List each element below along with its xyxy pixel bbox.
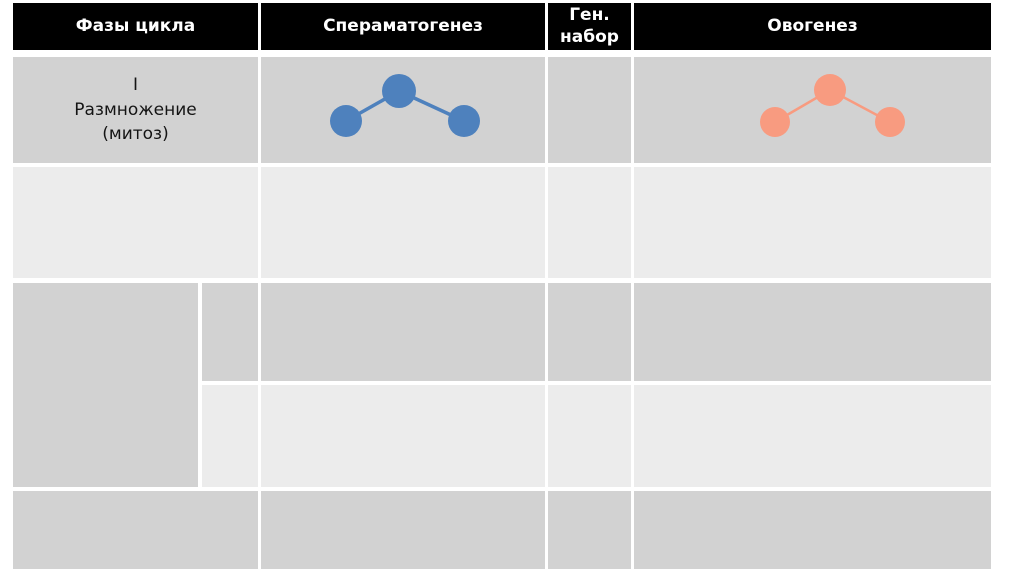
row4-oogenesis-cell: [634, 491, 991, 569]
row2-oogenesis-cell: [634, 167, 991, 278]
row1-spermatogenesis-cell: [261, 57, 545, 163]
row3-bottom-spermatogenesis-cell: [261, 385, 545, 487]
row3-top-gene-set-cell: [548, 283, 631, 381]
row4-spermatogenesis-cell: [261, 491, 545, 569]
oogonia-mitosis-diagram: [760, 74, 905, 137]
row2-phase-cell: [13, 167, 258, 278]
row3-phase-cell: [13, 283, 198, 487]
header-cell-oogenesis: Овогенез: [634, 3, 991, 50]
daughter-cell-circle: [330, 105, 362, 137]
header-cell-gene-set: Ген. набор: [548, 3, 631, 50]
daughter-cell-circle: [448, 105, 480, 137]
row3-bottom-gene-set-cell: [548, 385, 631, 487]
row3-top-oogenesis-cell: [634, 283, 991, 381]
row1-gene-set-cell: [548, 57, 631, 163]
row4-phase-cell: [13, 491, 258, 569]
row1-phase-cell: I Размножение (митоз): [13, 57, 258, 163]
row3-phase-sub-top-cell: [202, 283, 258, 381]
row3-phase-sub-bottom-cell: [202, 385, 258, 487]
spermatogonia-mitosis-diagram: [330, 74, 480, 137]
row3-top-spermatogenesis-cell: [261, 283, 545, 381]
row1-phase-label: I Размножение (митоз): [74, 75, 197, 145]
row1-oogenesis-cell: [634, 57, 991, 163]
daughter-cell-circle: [875, 107, 905, 137]
row4-gene-set-cell: [548, 491, 631, 569]
header-cell-phases: Фазы цикла: [13, 3, 258, 50]
header-cell-spermatogenesis: Спераматогенез: [261, 3, 545, 50]
row2-gene-set-cell: [548, 167, 631, 278]
row2-spermatogenesis-cell: [261, 167, 545, 278]
parent-cell-circle: [814, 74, 846, 106]
row3-bottom-oogenesis-cell: [634, 385, 991, 487]
daughter-cell-circle: [760, 107, 790, 137]
parent-cell-circle: [382, 74, 416, 108]
